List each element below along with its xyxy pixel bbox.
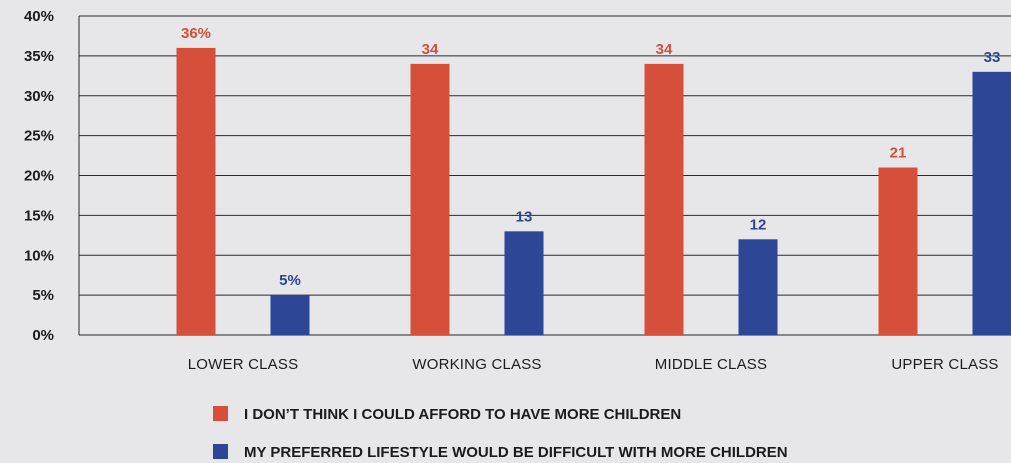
bar	[410, 63, 450, 335]
y-axis-tick-labels: 0% 5% 10% 15% 20% 25% 30% 35% 40%	[24, 8, 54, 344]
y-tick-label: 5%	[32, 287, 54, 304]
y-tick-label: 0%	[32, 327, 54, 344]
category-label: MIDDLE CLASS	[655, 356, 767, 373]
bar	[738, 239, 778, 335]
y-tick-label: 15%	[24, 207, 54, 224]
data-label: 34	[422, 41, 439, 58]
gridlines	[78, 15, 1011, 336]
legend-label-lifestyle: MY PREFERRED LIFESTYLE WOULD BE DIFFICUL…	[244, 444, 788, 461]
y-tick-label: 40%	[24, 8, 54, 25]
bar	[644, 63, 684, 335]
bar	[176, 47, 216, 336]
y-tick-label: 20%	[24, 168, 54, 185]
y-tick-label: 30%	[24, 88, 54, 105]
bar	[878, 167, 918, 335]
y-tick-label: 10%	[24, 247, 54, 264]
data-label: 36%	[181, 25, 211, 42]
category-label: WORKING CLASS	[412, 356, 541, 373]
y-tick-label: 25%	[24, 128, 54, 145]
data-label: 33	[984, 49, 1001, 66]
legend: I DON’T THINK I COULD AFFORD TO HAVE MOR…	[213, 406, 788, 461]
data-label: 12	[750, 216, 767, 233]
category-label: UPPER CLASS	[891, 356, 998, 373]
data-label: 13	[516, 208, 533, 225]
data-label: 5%	[279, 272, 301, 289]
bars	[176, 47, 1011, 336]
data-labels: 36% 5% 34 13 34 12 21 33	[181, 25, 1000, 289]
y-tick-label: 35%	[24, 48, 54, 65]
bar	[504, 231, 544, 335]
bar	[270, 295, 310, 335]
category-labels: LOWER CLASS WORKING CLASS MIDDLE CLASS UPPE…	[188, 356, 999, 373]
data-label: 34	[656, 41, 673, 58]
legend-label-afford: I DON’T THINK I COULD AFFORD TO HAVE MOR…	[244, 406, 681, 423]
data-label: 21	[890, 145, 907, 162]
legend-swatch-afford	[213, 406, 228, 421]
bar	[972, 71, 1011, 335]
legend-swatch-lifestyle	[213, 444, 228, 459]
category-label: LOWER CLASS	[188, 356, 299, 373]
